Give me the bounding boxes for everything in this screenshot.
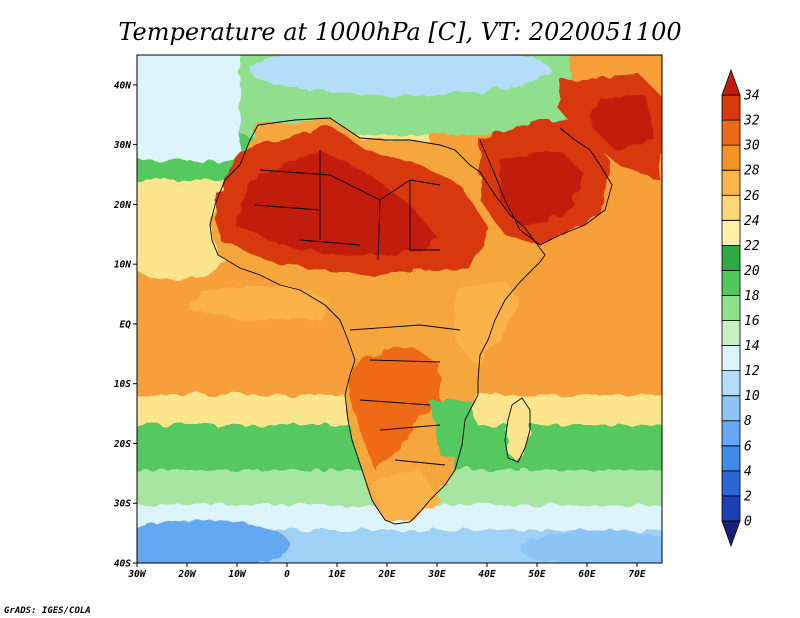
mozambique-green	[430, 400, 478, 460]
colorbar-bin	[721, 495, 741, 522]
arabia-coastline	[479, 127, 613, 246]
x-tick-label: 60E	[578, 569, 595, 580]
africa-coastline	[209, 117, 546, 525]
colorbar-label: 16	[744, 314, 760, 329]
colorbar-label: 0	[744, 514, 752, 529]
southern-africa-hot	[350, 345, 440, 470]
cool-patch-se	[520, 530, 662, 563]
colorbar-bin	[721, 169, 741, 196]
colorbar-bin	[721, 295, 741, 321]
y-tick-label: 20N	[113, 200, 131, 211]
x-tick-label: 20E	[377, 569, 395, 580]
temperature-field	[137, 55, 662, 563]
madagascar	[505, 400, 530, 462]
colorbar-bin	[721, 420, 741, 447]
x-tick-label: 30E	[427, 569, 445, 580]
sahara-hot-core	[235, 150, 440, 255]
iran-core	[590, 95, 655, 150]
colorbar-label: 28	[744, 164, 760, 179]
y-tick-label: 20S	[113, 439, 131, 450]
colorbar-bin	[721, 345, 741, 372]
colorbar-bin	[721, 370, 741, 397]
colorbar-bin	[721, 470, 741, 497]
x-tick-label: 40E	[478, 569, 495, 580]
credit-text: GrADS: IGES/COLA	[4, 606, 91, 616]
colorbar-label: 14	[744, 339, 760, 354]
colorbar-bin	[721, 270, 741, 296]
colorbar-label: 22	[744, 239, 760, 254]
colorbar-bin	[721, 94, 741, 121]
colorbar-bin-under	[721, 520, 741, 548]
y-tick-label: 40S	[114, 559, 131, 570]
colorbar-label: 10	[744, 389, 760, 404]
chart-title: Temperature at 1000hPa [C], VT: 20200511…	[118, 18, 681, 46]
y-tick-label: EQ	[120, 319, 132, 330]
colorbar-label: 26	[744, 189, 760, 204]
colorbar-bin	[721, 219, 741, 246]
colorbar-bin	[721, 194, 741, 221]
borders-south	[349, 324, 461, 466]
colorbar-bin	[721, 395, 741, 422]
colorbar-label: 30	[743, 139, 760, 154]
arabia-core	[500, 150, 585, 225]
colorbar-bin	[721, 445, 741, 472]
atlantic-24	[137, 200, 235, 280]
y-tick-label: 30S	[113, 499, 131, 510]
plot-frame	[136, 54, 663, 564]
colorbar-label: 34	[743, 89, 760, 104]
colorbar-label: 20	[744, 264, 760, 279]
coastlines-and-borders	[209, 117, 613, 525]
colorbar-label: 24	[744, 214, 760, 229]
cool-patch-sw	[137, 520, 290, 563]
x-tick-label: 20W	[177, 569, 196, 580]
europe-cool	[250, 55, 550, 95]
x-tick-label: 30W	[127, 569, 146, 580]
colorbar-label: 32	[743, 114, 760, 129]
colorbar-label: 12	[744, 364, 760, 379]
x-axis: 30W 20W 10W 0 10E 20E 30E 40E 50E 60E 70E	[127, 563, 646, 580]
y-tick-label: 10S	[114, 379, 131, 390]
x-tick-label: 10E	[328, 569, 345, 580]
colorbar-bin	[721, 119, 741, 146]
x-tick-label: 0	[284, 569, 290, 580]
colorbar-label: 2	[744, 489, 752, 504]
borders-north	[254, 150, 441, 261]
gulf-guinea-warm	[190, 285, 330, 320]
colorbar-label: 8	[744, 414, 752, 429]
colorbar-label: 4	[744, 464, 752, 479]
colorbar-label: 6	[744, 439, 752, 454]
band-n-16	[137, 55, 240, 160]
colorbar-bin	[721, 320, 741, 346]
x-tick-label: 50E	[528, 569, 545, 580]
east-africa-warm	[455, 280, 520, 365]
y-tick-label: 30N	[113, 140, 131, 151]
colorbar-bin-over	[721, 68, 741, 96]
x-tick-label: 10W	[228, 569, 246, 580]
x-tick-label: 70E	[628, 569, 645, 580]
madagascar-coast	[504, 397, 531, 463]
colorbar-bin	[721, 244, 741, 271]
colorbar-label: 18	[744, 289, 760, 304]
y-axis: 40N 30N 20N 10N EQ 10S 20S 30S 40S	[113, 80, 137, 570]
y-tick-label: 40N	[114, 80, 131, 91]
colorbar-bin	[721, 144, 741, 171]
y-tick-label: 10N	[114, 260, 131, 271]
